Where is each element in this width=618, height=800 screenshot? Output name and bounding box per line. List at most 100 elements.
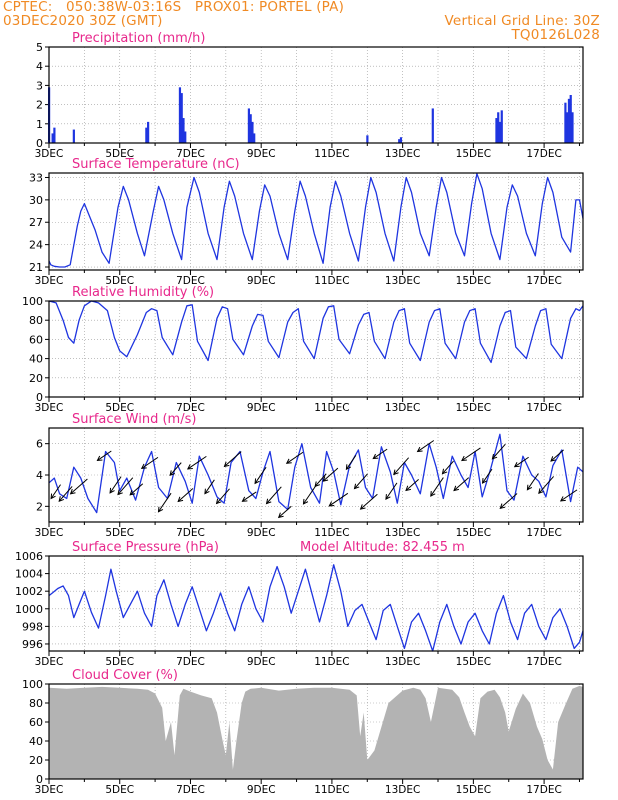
wind-arrow-head (491, 453, 498, 460)
x-tick-label: 15DEC (456, 275, 491, 287)
wind-arrow-head (559, 496, 566, 502)
precip-bar (567, 98, 571, 143)
precip-bar (569, 95, 572, 143)
wind-arrow (514, 456, 529, 468)
wind-arrow-head (109, 487, 115, 494)
precip-bar (51, 133, 54, 143)
y-tick-label: 6 (36, 438, 43, 451)
y-tick-label: 20 (29, 372, 43, 385)
wind-arrow (254, 466, 267, 484)
panel-title: Surface Pressure (hPa) (72, 540, 219, 555)
series-4 (48, 564, 584, 652)
y-tick-label: 60 (29, 716, 43, 729)
x-tick-label: 17DEC (526, 656, 561, 668)
wind-arrow-head (241, 496, 248, 502)
panel-3: Surface Wind (m/s) 2 4 6 3DEC 5DEC 7DEC 9DEC 11D… (35, 412, 584, 539)
x-tick-label: 11DEC (314, 527, 349, 539)
data-line (48, 173, 584, 268)
x-tick-label: 17DEC (526, 527, 561, 539)
y-tick-label: 1006 (15, 550, 43, 563)
wind-arrow (550, 449, 564, 462)
wind-arrow (499, 493, 518, 509)
x-tick-label: 7DEC (176, 402, 205, 414)
wind-arrow-head (177, 496, 184, 503)
x-tick-label: 17DEC (526, 784, 561, 796)
x-tick-label: 15DEC (456, 527, 491, 539)
precip-bar (184, 131, 187, 143)
y-tick-label: 40 (29, 735, 43, 748)
x-tick-label: 13DEC (385, 656, 420, 668)
x-tick-label: 3DEC (35, 148, 64, 160)
panel-title: Relative Humidity (%) (72, 285, 214, 300)
wind-arrow (286, 451, 304, 464)
y-tick-label: 2 (36, 99, 43, 112)
precip-bar (147, 121, 150, 143)
wind-arrow-head (58, 496, 65, 502)
x-tick-label: 15DEC (456, 784, 491, 796)
x-tick-label: 11DEC (314, 275, 349, 287)
series-3 (48, 433, 584, 514)
y-tick-label: 60 (29, 333, 43, 346)
x-tick-label: 9DEC (247, 148, 276, 160)
wind-arrow (216, 488, 230, 504)
y-tick-label: 0 (36, 137, 43, 150)
wind-arrow (158, 492, 172, 513)
x-tick-label: 7DEC (176, 656, 205, 668)
y-tick-label: 3 (36, 79, 43, 92)
precip-bar (251, 121, 254, 143)
wind-arrow-head (550, 456, 556, 462)
wind-arrow-head (322, 476, 329, 482)
x-tick-label: 13DEC (385, 275, 420, 287)
wind-arrow (109, 476, 122, 494)
wind-arrow (266, 486, 282, 504)
wind-arrow (242, 491, 257, 502)
header-grid-line: Vertical Grid Line: 30Z (444, 13, 600, 29)
wind-arrow (169, 462, 182, 476)
wind-arrow (393, 457, 410, 475)
x-tick-label: 5DEC (105, 527, 134, 539)
wind-arrow-head (405, 485, 412, 492)
wind-arrow (354, 473, 368, 489)
x-tick-label: 7DEC (176, 275, 205, 287)
x-tick-label: 5DEC (105, 148, 134, 160)
wind-arrow-head (441, 468, 448, 475)
wind-arrow-head (215, 498, 222, 505)
x-tick-label: 3DEC (35, 656, 64, 668)
wind-arrow-head (526, 484, 533, 491)
wind-arrow-head (453, 485, 460, 492)
precip-bar (498, 121, 502, 143)
y-tick-label: 2 (36, 500, 43, 513)
x-tick-label: 15DEC (456, 656, 491, 668)
wind-arrow (58, 486, 73, 502)
header-location: CPTEC: 050:38W-03:16S PROX01: PORTEL (PA… (3, 0, 345, 15)
precip-bar (566, 112, 569, 143)
panel-title: Surface Wind (m/s) (72, 412, 196, 427)
y-tick-label: 1004 (15, 568, 43, 581)
wind-arrow (430, 477, 444, 497)
x-tick-label: 9DEC (247, 656, 276, 668)
precip-bar (72, 129, 75, 143)
wind-arrow (303, 485, 317, 505)
precip-bar (495, 118, 498, 143)
data-line (48, 433, 584, 514)
wind-arrow-head (328, 501, 335, 507)
cloud-area (49, 685, 583, 779)
x-tick-label: 13DEC (385, 402, 420, 414)
x-tick-label: 9DEC (247, 527, 276, 539)
x-tick-label: 17DEC (526, 148, 561, 160)
x-tick-label: 17DEC (526, 275, 561, 287)
wind-arrow (177, 488, 194, 502)
wind-arrow-head (169, 470, 176, 477)
y-tick-label: 998 (22, 620, 43, 633)
wind-arrow (417, 440, 435, 452)
wind-arrow-head (461, 455, 467, 462)
panel-title: Surface Temperature (nC) (72, 157, 240, 172)
y-tick-label: 27 (29, 216, 43, 229)
x-tick-label: 17DEC (526, 402, 561, 414)
wind-arrow-head (140, 463, 147, 469)
wind-arrow-head (314, 481, 321, 488)
x-tick-label: 3DEC (35, 527, 64, 539)
series-0 (48, 87, 574, 143)
wind-arrow-head (481, 478, 488, 484)
header-date: 03DEC2020 30Z (GMT) (3, 13, 163, 29)
